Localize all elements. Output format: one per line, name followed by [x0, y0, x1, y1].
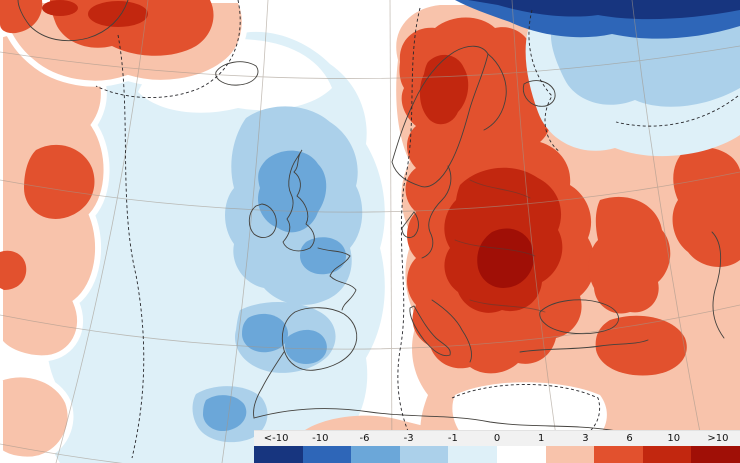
- coast-black-sea: [539, 299, 619, 335]
- border-east-europe-3: [469, 299, 546, 313]
- zero-line-greenland: [95, 0, 241, 98]
- legend-color-cell: [496, 446, 546, 463]
- zero-line-central-europe: [397, 7, 423, 461]
- coast-france: [317, 247, 357, 311]
- legend-tick-label: 1: [538, 433, 545, 444]
- cold-band-arctic-dark: [468, 0, 740, 20]
- coast-scandinavia: [391, 45, 489, 188]
- legend-color-cell: [594, 446, 643, 463]
- legend-tick-label: >10: [707, 433, 729, 444]
- border-east-europe-1: [469, 179, 531, 199]
- coast-italy: [409, 305, 451, 357]
- legend-tick-label: 3: [582, 433, 589, 444]
- coast-baltic: [421, 165, 452, 259]
- border-east-europe-2: [454, 239, 536, 257]
- legend-tick-label: 0: [493, 433, 501, 444]
- legend: <-10 -10 -6 -3 -1 0 1 3 6 10 >10: [254, 430, 740, 463]
- cold-core-morocco: [203, 395, 247, 432]
- legend-color-cell: [302, 446, 352, 463]
- cold-core-spain-east: [284, 329, 327, 364]
- hottest-core-ukraine: [477, 228, 534, 288]
- warm-spot-topleft-corner: [0, 0, 43, 34]
- legend-tick-label: -10: [312, 433, 329, 444]
- cold-core-channel: [300, 237, 346, 275]
- legend-tick-label: -1: [447, 433, 458, 444]
- legend-color-cell: [399, 446, 449, 463]
- coast-finland: [483, 53, 507, 131]
- legend-bar: [254, 446, 740, 463]
- legend-color-cell: [351, 446, 400, 463]
- legend-color-cell: [545, 446, 595, 463]
- warm-anomaly-southwest-corner: [0, 371, 74, 463]
- coast-ireland: [248, 203, 277, 238]
- legend-labels: <-10 -10 -6 -3 -1 0 1 3 6 10 >10: [254, 430, 740, 446]
- legend-color-cell: [642, 446, 692, 463]
- warm-core-volga: [588, 196, 671, 314]
- hot-spot-greenland-east: [88, 1, 148, 27]
- legend-color-cell: [448, 446, 497, 463]
- coast-great-britain: [282, 149, 315, 252]
- coast-iberia: [281, 307, 358, 371]
- warm-core-anatolia: [595, 315, 687, 376]
- coast-white-sea: [522, 80, 556, 107]
- coast-gibraltar: [253, 351, 285, 419]
- cold-core-spain-west: [242, 313, 288, 353]
- coast-greenland: [17, 0, 129, 42]
- coast-caspian: [711, 231, 725, 339]
- coast-iceland: [215, 61, 259, 86]
- hot-spot-greenland-west: [42, 0, 78, 16]
- coast-denmark: [401, 211, 419, 239]
- legend-tick-label: -6: [359, 433, 370, 444]
- legend-tick-label: 10: [667, 433, 681, 444]
- zero-line-atlantic: [117, 34, 145, 459]
- legend-tick-label: <-10: [263, 433, 289, 444]
- legend-color-cell: [691, 446, 740, 463]
- coast-balkans: [431, 299, 473, 363]
- legend-tick-label: 6: [626, 433, 633, 444]
- warm-core-mid-atlantic: [24, 144, 95, 219]
- coast-turkey: [519, 339, 649, 353]
- warm-core-caspian: [672, 147, 740, 267]
- legend-color-cell: [254, 446, 303, 463]
- legend-tick-label: -3: [403, 433, 414, 444]
- warm-spot-left-edge: [0, 250, 27, 290]
